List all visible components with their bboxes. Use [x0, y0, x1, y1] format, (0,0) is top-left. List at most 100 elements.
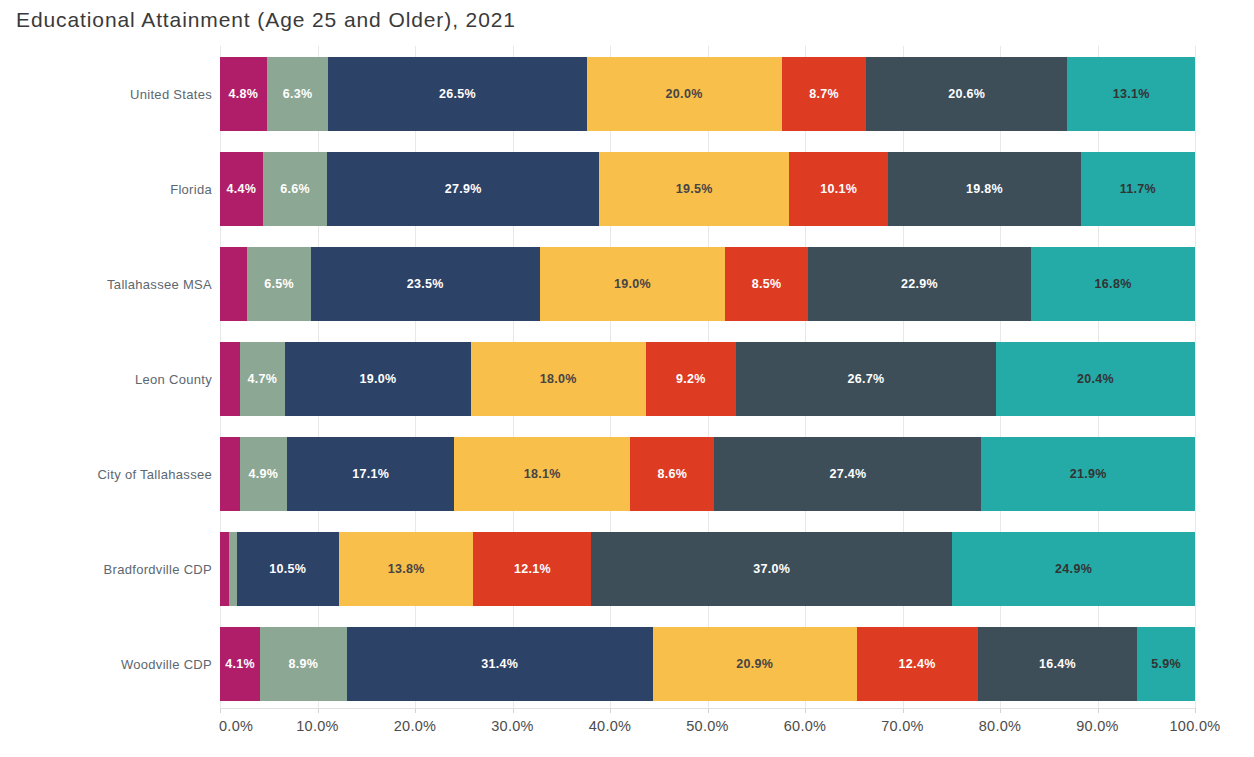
bar-segment[interactable]: 8.7%: [782, 57, 867, 131]
bar-segment[interactable]: 20.6%: [866, 57, 1067, 131]
category-label: Leon County: [0, 342, 212, 416]
bar-segment-label: 8.7%: [809, 87, 839, 101]
bar-segment[interactable]: 4.8%: [220, 57, 267, 131]
bar-segment[interactable]: 16.8%: [1031, 247, 1195, 321]
x-axis-line: [220, 708, 1195, 709]
x-axis-tick-label: 0.0%: [219, 718, 253, 734]
bar-segment-label: 4.9%: [249, 467, 279, 481]
bar-segment[interactable]: 9.2%: [646, 342, 736, 416]
bar-segment-label: 20.0%: [666, 87, 703, 101]
bar-row: 6.5% 23.5%19.0% 8.5% 22.9% 16.8%: [220, 247, 1195, 321]
bar-segment[interactable]: [220, 342, 240, 416]
bar-segment[interactable]: 16.4%: [978, 627, 1138, 701]
bar-segment[interactable]: 31.4%: [347, 627, 653, 701]
bar-segment-label: 8.9%: [289, 657, 319, 671]
bar-segment-label: 6.5%: [264, 277, 294, 291]
x-axis-tick: [1195, 708, 1196, 713]
bar-segment[interactable]: 18.0%: [471, 342, 647, 416]
bar-segment-label: 24.9%: [1055, 562, 1092, 576]
chart: Educational Attainment (Age 25 and Older…: [0, 0, 1254, 757]
bar-segment[interactable]: 10.1%: [789, 152, 887, 226]
bar-segment[interactable]: 6.3%: [267, 57, 328, 131]
bar-segment[interactable]: 22.9%: [808, 247, 1031, 321]
bar-segment[interactable]: 5.9%: [1137, 627, 1195, 701]
bar-segment[interactable]: 12.1%: [473, 532, 591, 606]
bar-segment-label: 4.8%: [229, 87, 259, 101]
plot-area: 0.0%10.0%20.0%30.0%40.0%50.0%60.0%70.0%8…: [220, 0, 1195, 757]
bar-segment[interactable]: 26.5%: [328, 57, 586, 131]
bar-segment-label: 20.4%: [1077, 372, 1114, 386]
category-labels: United StatesFloridaTallahassee MSALeon …: [0, 0, 212, 757]
bar-segment[interactable]: 4.7%: [240, 342, 286, 416]
bar-segment-label: 18.0%: [540, 372, 577, 386]
bar-segment-label: 4.7%: [248, 372, 278, 386]
category-label: City of Tallahassee: [0, 437, 212, 511]
bar-segment[interactable]: 37.0%: [591, 532, 952, 606]
bar-segment-label: 27.9%: [445, 182, 482, 196]
bar-row: 4.1% 8.9% 31.4%20.9% 12.4% 16.4% 5.9%: [220, 627, 1195, 701]
bar-segment[interactable]: 19.8%: [888, 152, 1081, 226]
bar-segment[interactable]: 19.0%: [285, 342, 470, 416]
bar-segment[interactable]: 4.1%: [220, 627, 260, 701]
bar-segment-label: 37.0%: [753, 562, 790, 576]
bar-segment[interactable]: 19.5%: [599, 152, 789, 226]
bar-segment-label: 8.6%: [658, 467, 688, 481]
bar-segment[interactable]: 20.0%: [587, 57, 782, 131]
x-axis-tick-label: 10.0%: [296, 718, 339, 734]
bar-segment[interactable]: 21.9%: [981, 437, 1195, 511]
bar-row: 10.5%13.8%12.1% 37.0% 24.9%: [220, 532, 1195, 606]
bar-segment[interactable]: [220, 437, 240, 511]
bar-segment[interactable]: [220, 532, 229, 606]
bar-segment-label: 19.5%: [676, 182, 713, 196]
bar-segment[interactable]: 20.4%: [996, 342, 1195, 416]
bar-segment[interactable]: 6.5%: [247, 247, 310, 321]
bar-segment[interactable]: 11.7%: [1081, 152, 1195, 226]
bar-segment[interactable]: 26.7%: [736, 342, 996, 416]
bar-segment-label: 26.5%: [439, 87, 476, 101]
bar-segment[interactable]: [229, 532, 237, 606]
bar-segment[interactable]: 24.9%: [952, 532, 1195, 606]
bar-segment-label: 4.1%: [225, 657, 255, 671]
category-label: Bradfordville CDP: [0, 532, 212, 606]
bar-segment[interactable]: [220, 247, 247, 321]
bar-segment-label: 19.0%: [359, 372, 396, 386]
bar-segment-label: 5.9%: [1151, 657, 1181, 671]
bar-segment-label: 6.6%: [280, 182, 310, 196]
bar-segment-label: 8.5%: [752, 277, 782, 291]
bar-segment-label: 6.3%: [283, 87, 313, 101]
bar-segment[interactable]: 13.1%: [1067, 57, 1195, 131]
bar-segment[interactable]: 23.5%: [311, 247, 540, 321]
x-axis-tick-label: 40.0%: [589, 718, 632, 734]
bar-segment[interactable]: 13.8%: [339, 532, 474, 606]
bar-segment[interactable]: 8.5%: [725, 247, 808, 321]
bar-segment-label: 26.7%: [847, 372, 884, 386]
bar-segment[interactable]: 4.9%: [240, 437, 288, 511]
bar-segment-label: 12.4%: [899, 657, 936, 671]
x-axis-tick-label: 60.0%: [784, 718, 827, 734]
bar-segment[interactable]: 4.4%: [220, 152, 263, 226]
bar-segment-label: 16.8%: [1095, 277, 1132, 291]
bar-segment[interactable]: 6.6%: [263, 152, 327, 226]
bar-segment[interactable]: 19.0%: [540, 247, 725, 321]
bar-segment-label: 11.7%: [1120, 182, 1156, 196]
bar-row: 4.9% 17.1%18.1% 8.6% 27.4% 21.9%: [220, 437, 1195, 511]
bar-segment-label: 16.4%: [1039, 657, 1076, 671]
bar-segment[interactable]: 27.9%: [327, 152, 599, 226]
bar-segment[interactable]: 20.9%: [653, 627, 857, 701]
bar-segment[interactable]: 27.4%: [714, 437, 981, 511]
bar-segment[interactable]: 10.5%: [237, 532, 339, 606]
bar-segment-label: 20.6%: [948, 87, 985, 101]
bar-segment[interactable]: 8.6%: [630, 437, 714, 511]
x-axis-tick-label: 30.0%: [491, 718, 534, 734]
bar-segment[interactable]: 17.1%: [287, 437, 454, 511]
category-label: Woodville CDP: [0, 627, 212, 701]
bar-segment-label: 9.2%: [676, 372, 706, 386]
bar-segment-label: 13.1%: [1113, 87, 1150, 101]
bar-segment-label: 19.8%: [966, 182, 1003, 196]
category-label: Tallahassee MSA: [0, 247, 212, 321]
bar-segment[interactable]: 18.1%: [454, 437, 630, 511]
gridline: [1195, 46, 1196, 708]
bar-segment[interactable]: 12.4%: [857, 627, 978, 701]
bar-segment-label: 21.9%: [1070, 467, 1107, 481]
bar-segment[interactable]: 8.9%: [260, 627, 347, 701]
